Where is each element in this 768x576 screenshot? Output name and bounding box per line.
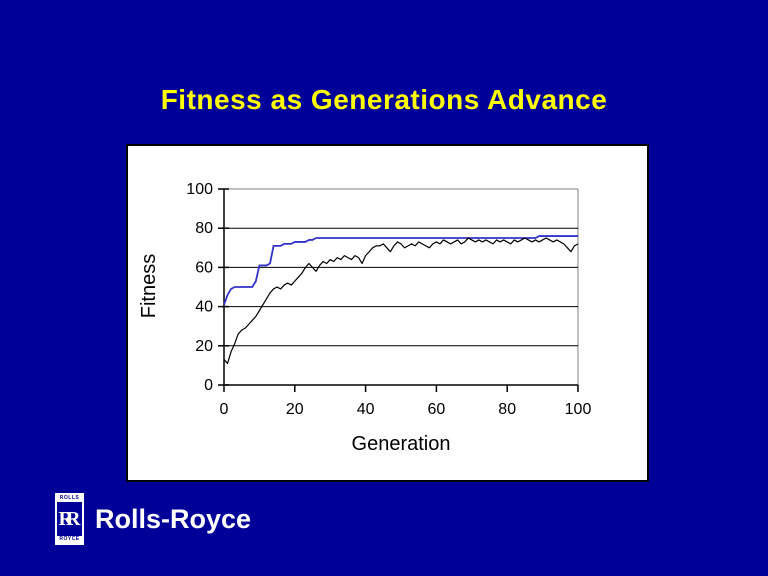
svg-text:60: 60	[428, 401, 446, 418]
fitness-chart: 0 20 40 60 80 100 0 20 40 60 80 100 Generation Fitn…	[126, 144, 649, 482]
svg-text:20: 20	[195, 338, 213, 355]
chart-gridlines	[224, 188, 579, 385]
svg-text:60: 60	[195, 259, 213, 276]
svg-text:0: 0	[204, 377, 213, 394]
chart-series-lines	[223, 235, 579, 365]
svg-text:80: 80	[195, 220, 213, 237]
x-axis-title: Generation	[352, 433, 451, 455]
badge-bottom-text: ROYCE	[57, 536, 82, 543]
badge-top-text: ROLLS	[57, 495, 82, 502]
chart-tick-labels: 0 20 40 60 80 100 0 20 40 60 80 100	[186, 181, 591, 418]
svg-text:100: 100	[565, 401, 592, 418]
svg-text:100: 100	[186, 181, 213, 198]
brand-wordmark: Rolls-Royce	[95, 503, 252, 534]
chart-canvas: 0 20 40 60 80 100 0 20 40 60 80 100 Generation Fitn…	[138, 181, 591, 455]
svg-text:40: 40	[195, 299, 213, 316]
chart-axes	[218, 188, 579, 392]
series-black-line	[223, 237, 579, 365]
rr-monogram-icon: RR	[58, 508, 81, 530]
series-blue-line	[223, 235, 578, 305]
svg-text:40: 40	[357, 401, 375, 418]
rolls-royce-logo: ROLLS RR ROYCE Rolls-Royce	[55, 493, 251, 545]
rolls-royce-badge: ROLLS RR ROYCE	[55, 493, 84, 545]
slide-title: Fitness as Generations Advance	[160, 84, 608, 115]
svg-text:0: 0	[220, 401, 229, 418]
svg-text:20: 20	[286, 401, 304, 418]
y-axis-title: Fitness	[138, 254, 160, 318]
svg-text:80: 80	[498, 401, 516, 418]
